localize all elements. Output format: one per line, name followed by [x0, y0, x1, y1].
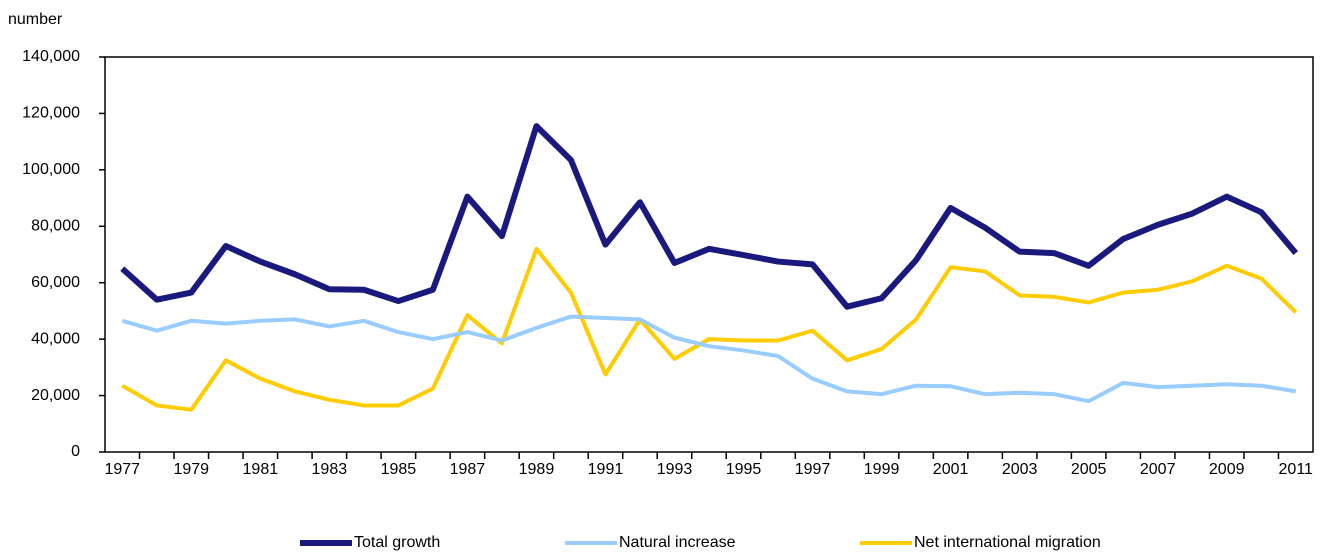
x-tick-label: 1983	[312, 461, 348, 478]
x-tick-label: 1981	[243, 461, 279, 478]
y-tick-label: 0	[71, 443, 80, 460]
y-tick-label: 60,000	[31, 274, 80, 291]
x-tick-label: 1999	[864, 461, 900, 478]
x-tick-label: 1997	[795, 461, 831, 478]
x-tick-label: 1987	[450, 461, 486, 478]
x-tick-label: 2003	[1002, 461, 1038, 478]
y-tick-label: 80,000	[31, 218, 80, 235]
x-tick-label: 1979	[173, 461, 209, 478]
x-tick-label: 2001	[933, 461, 969, 478]
legend-label: Net international migration	[914, 534, 1101, 551]
x-tick-label: 2007	[1140, 461, 1176, 478]
x-tick-label: 1995	[726, 461, 762, 478]
x-tick-label: 1977	[104, 461, 140, 478]
x-tick-label: 2011	[1279, 461, 1314, 478]
x-tick-label: 1989	[519, 461, 555, 478]
y-tick-label: 140,000	[22, 48, 80, 65]
x-tick-label: 2005	[1071, 461, 1107, 478]
y-tick-label: 100,000	[22, 161, 80, 178]
y-axis-label: number	[8, 11, 63, 28]
series-line	[120, 123, 1299, 310]
x-tick-label: 1985	[381, 461, 417, 478]
x-tick-label: 2009	[1209, 461, 1245, 478]
y-tick-label: 120,000	[22, 105, 80, 122]
y-tick-label: 40,000	[31, 330, 80, 347]
plot-frame	[104, 56, 1314, 453]
series-line	[121, 246, 1298, 412]
x-tick-label: 1991	[588, 461, 624, 478]
series-line	[121, 314, 1297, 404]
x-tick-label: 1993	[657, 461, 693, 478]
y-tick-label: 20,000	[31, 387, 80, 404]
legend-label: Total growth	[354, 534, 440, 551]
legend-label: Natural increase	[619, 534, 736, 551]
